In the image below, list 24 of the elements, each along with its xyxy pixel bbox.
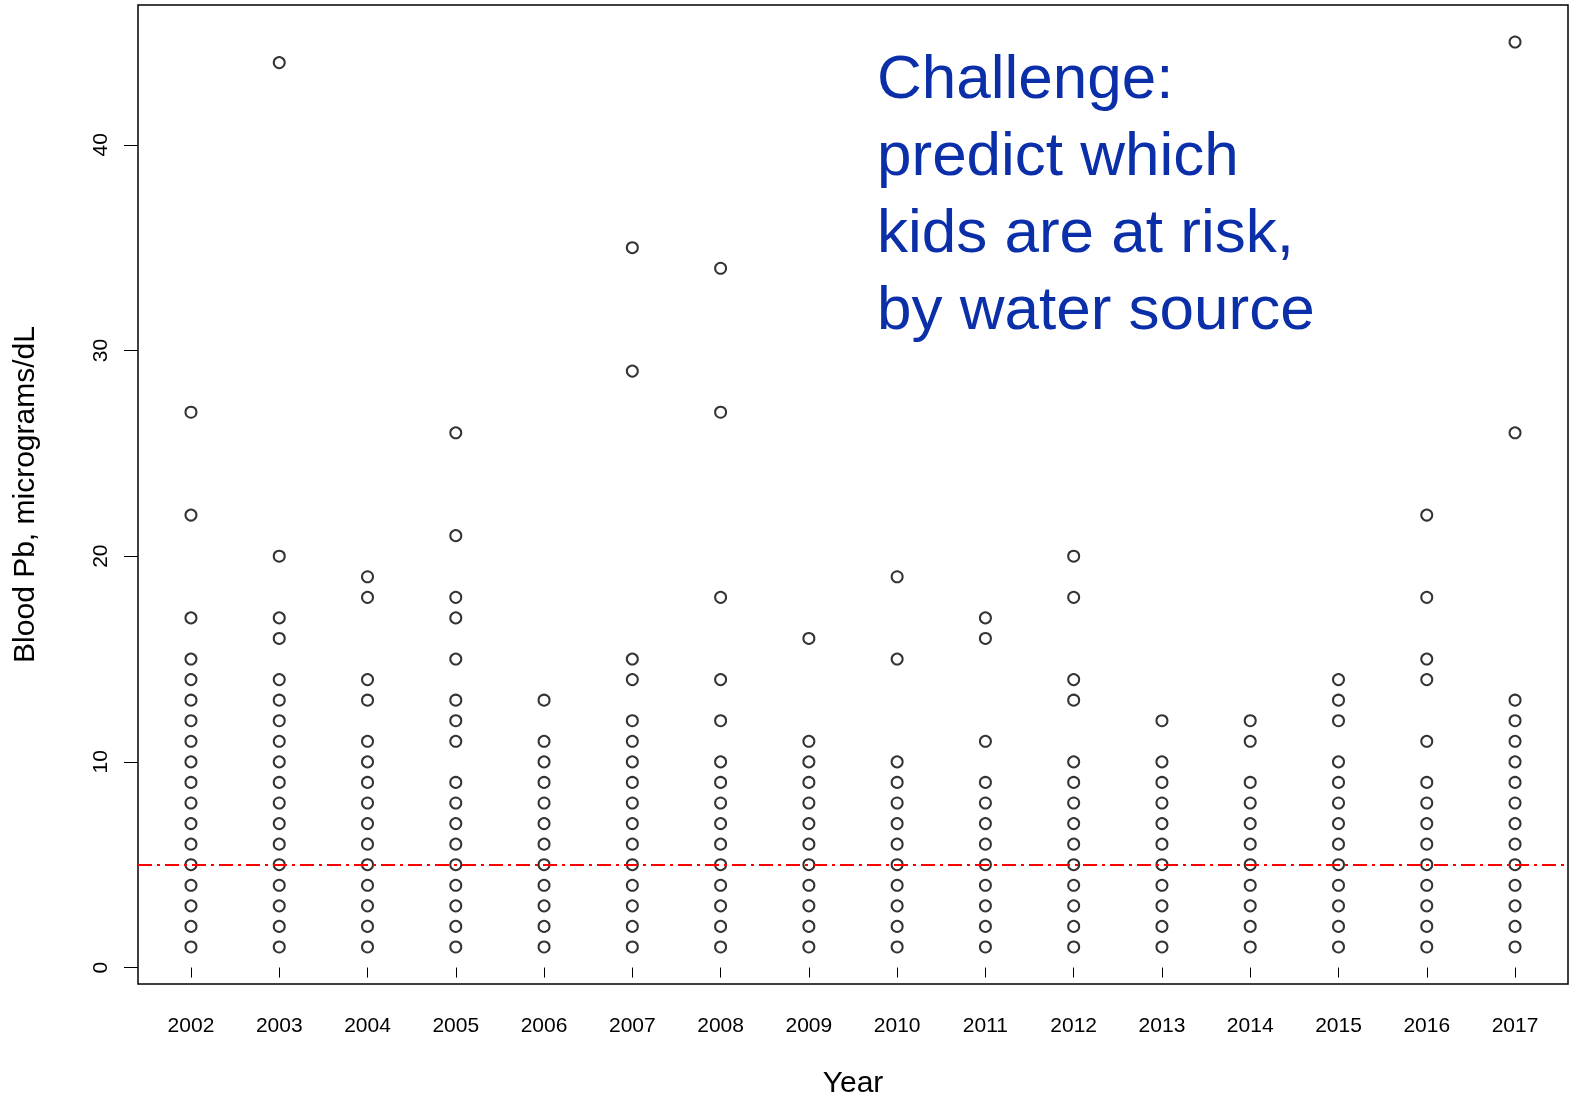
y-axis-title: Blood Pb, micrograms/dL [6,326,40,663]
x-tick-label: 2016 [1403,1013,1451,1036]
x-tick-label: 2009 [785,1013,833,1036]
x-axis-title: Year [822,1064,884,1098]
y-tick-label: 0 [88,961,111,974]
x-tick-label: 2005 [432,1013,480,1036]
x-tick-label: 2004 [344,1013,392,1036]
x-tick-label: 2011 [962,1013,1008,1036]
y-tick-label: 40 [88,133,111,157]
x-tick-label: 2013 [1138,1013,1186,1036]
x-tick-label: 2010 [873,1013,921,1036]
x-tick-label: 2008 [697,1013,744,1036]
x-tick-label: 2003 [255,1013,303,1036]
x-tick-label: 2012 [1050,1013,1098,1036]
x-tick-label: 2014 [1226,1013,1274,1036]
y-tick-label: 10 [88,750,111,774]
x-tick-label: 2006 [520,1013,568,1036]
y-tick-label: 20 [88,544,111,568]
x-tick-label: 2007 [608,1013,656,1036]
x-tick-label: 2017 [1491,1013,1539,1036]
y-tick-label: 30 [88,338,111,363]
x-tick-label: 2015 [1315,1013,1362,1036]
x-tick-label: 2002 [167,1013,215,1036]
annotation: Challenge: predict which kids are at risk, by water source [877,42,1315,342]
